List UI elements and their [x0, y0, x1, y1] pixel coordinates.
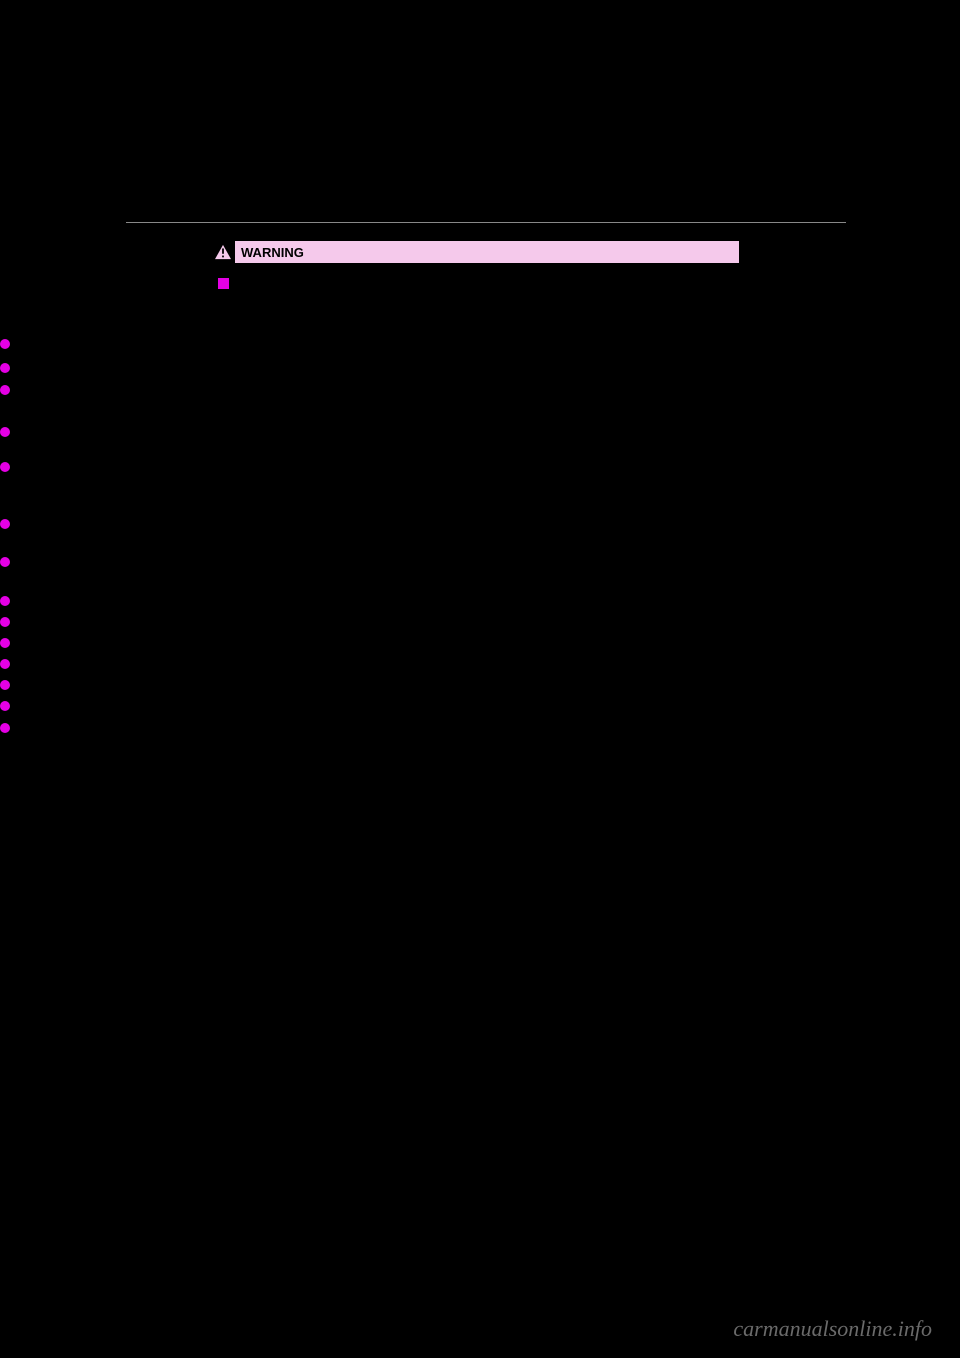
bullet-icon [0, 723, 10, 733]
page: WARNING carmanualsonline.info [0, 0, 960, 1358]
bullet-icon [0, 363, 10, 373]
bullet-icon [0, 557, 10, 567]
bullet-icon [0, 596, 10, 606]
bullet-icon [0, 701, 10, 711]
warning-icon-box [211, 241, 235, 263]
bullet-icon [0, 462, 10, 472]
bullet-icon [0, 680, 10, 690]
bullet-icon [0, 427, 10, 437]
section-marker [218, 278, 229, 289]
warning-label: WARNING [235, 245, 304, 260]
bullet-icon [0, 385, 10, 395]
header-rule [126, 222, 846, 223]
warning-triangle-icon [214, 244, 232, 260]
watermark-text: carmanualsonline.info [733, 1316, 932, 1342]
bullet-icon [0, 339, 10, 349]
bullet-icon [0, 617, 10, 627]
bullet-icon [0, 638, 10, 648]
bullet-icon [0, 519, 10, 529]
bullet-icon [0, 659, 10, 669]
warning-bar: WARNING [210, 240, 740, 264]
